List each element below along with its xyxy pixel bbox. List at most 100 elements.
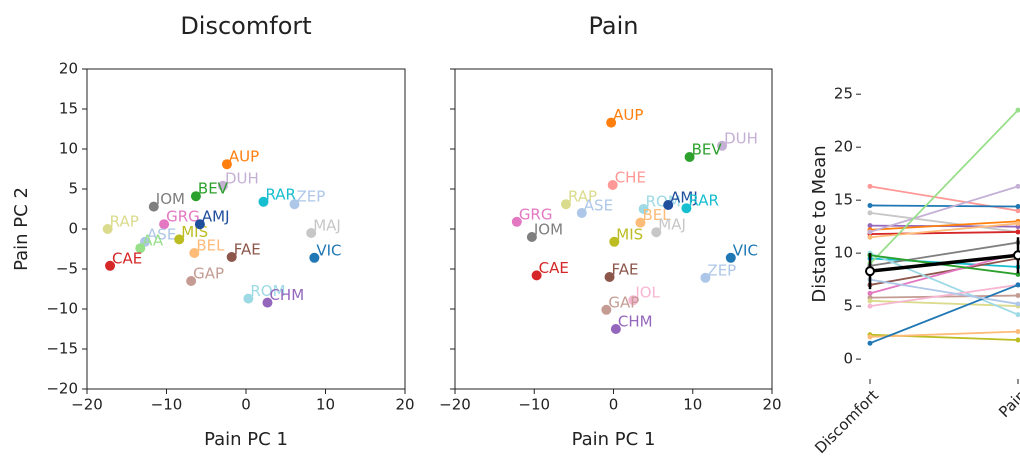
point-label: MAJ xyxy=(658,216,686,234)
point-label: GRG xyxy=(166,208,200,226)
x-tick-label: 0 xyxy=(609,396,619,414)
point xyxy=(189,248,200,258)
subject-point xyxy=(1015,337,1020,343)
point xyxy=(609,236,620,247)
point-label: ZEP xyxy=(296,188,325,206)
subject-line xyxy=(869,185,1019,233)
point-label: MIS xyxy=(616,225,643,243)
subject-line xyxy=(869,231,1019,235)
subject-point xyxy=(867,340,873,346)
point-label: IOM xyxy=(156,190,185,208)
x-tick-label: −10 xyxy=(151,396,183,414)
point xyxy=(604,272,615,282)
subject-line xyxy=(869,278,1019,305)
y-tick-label: 15 xyxy=(59,100,78,118)
mean-point xyxy=(865,266,875,277)
point xyxy=(725,252,736,263)
subject-point xyxy=(1015,329,1020,335)
point xyxy=(684,152,695,162)
point xyxy=(217,180,228,191)
point xyxy=(226,252,237,262)
point-label: MAJ xyxy=(313,217,341,235)
point-label: GAP xyxy=(193,265,224,283)
subject-line xyxy=(869,204,1019,208)
mean-point xyxy=(1013,250,1020,261)
subject-point xyxy=(1015,107,1020,113)
y-tick-label: −10 xyxy=(46,300,78,318)
y-tick-label: 0 xyxy=(68,220,78,238)
point xyxy=(258,196,269,207)
point xyxy=(576,208,587,218)
y-tick-label: −15 xyxy=(46,340,78,358)
point xyxy=(186,276,197,286)
x-tick-label: Pain xyxy=(995,386,1020,421)
y-tick-label: −5 xyxy=(56,260,78,278)
point xyxy=(560,199,571,210)
point xyxy=(651,227,662,238)
point-label: RAR xyxy=(688,192,719,210)
mean-line xyxy=(869,253,1019,273)
subject-line xyxy=(869,330,1019,338)
subject-line xyxy=(869,109,1019,265)
chart-title: Pain xyxy=(589,12,639,40)
point xyxy=(663,200,674,210)
x-tick-label: −10 xyxy=(518,396,550,414)
point xyxy=(174,234,185,245)
y-axis-label: Pain PC 2 xyxy=(11,187,32,271)
point-label: BEL xyxy=(196,237,225,255)
y-tick-label: 0 xyxy=(843,350,853,368)
point xyxy=(526,232,537,242)
y-axis-label: Distance to Mean xyxy=(809,145,830,302)
x-axis-label: Pain PC 1 xyxy=(204,429,288,450)
point-label: BEV xyxy=(692,141,723,159)
point xyxy=(306,228,317,238)
subject-point xyxy=(867,223,873,229)
subject-point xyxy=(1015,183,1020,189)
subject-line xyxy=(869,241,1019,267)
point-label: CHM xyxy=(618,313,653,331)
y-tick-label: 5 xyxy=(843,297,853,315)
subject-line xyxy=(869,252,1019,295)
point-label: RAR xyxy=(265,185,296,203)
point-label: IOM xyxy=(534,221,563,239)
point-label: FAE xyxy=(234,241,261,259)
point xyxy=(148,201,159,212)
subject-point xyxy=(867,202,873,208)
point-label: ROM xyxy=(250,282,285,300)
point-label: AA xyxy=(142,232,164,250)
point xyxy=(531,270,542,281)
subject-line xyxy=(869,284,1019,345)
x-tick-label: −20 xyxy=(439,396,471,414)
subject-point xyxy=(1015,312,1020,318)
x-tick-label: 10 xyxy=(683,396,702,414)
point xyxy=(638,204,649,214)
point xyxy=(262,297,273,308)
subject-line xyxy=(869,294,1019,299)
subject-point xyxy=(1015,293,1020,299)
point xyxy=(102,224,113,234)
point-label: GRG xyxy=(519,205,553,223)
subject-line xyxy=(869,252,1019,316)
x-tick-label: 0 xyxy=(241,396,251,414)
subject-point xyxy=(867,229,873,235)
point xyxy=(601,304,612,315)
point xyxy=(105,260,116,271)
subject-point xyxy=(1015,204,1020,210)
subject-point xyxy=(867,303,873,309)
subject-point xyxy=(867,234,873,240)
subject-point xyxy=(1015,229,1020,235)
point xyxy=(717,140,728,151)
chart-title: Discomfort xyxy=(180,12,311,40)
subject-line xyxy=(869,222,1019,239)
y-tick-label: 10 xyxy=(834,244,853,262)
point-label: ASE xyxy=(147,225,176,243)
point-label: GAP xyxy=(608,293,639,311)
subject-point xyxy=(867,334,873,340)
point xyxy=(606,117,617,128)
subject-point xyxy=(867,298,873,304)
point-label: CAE xyxy=(539,259,569,277)
point xyxy=(243,293,254,304)
subject-point xyxy=(1015,301,1020,307)
point xyxy=(628,295,639,306)
